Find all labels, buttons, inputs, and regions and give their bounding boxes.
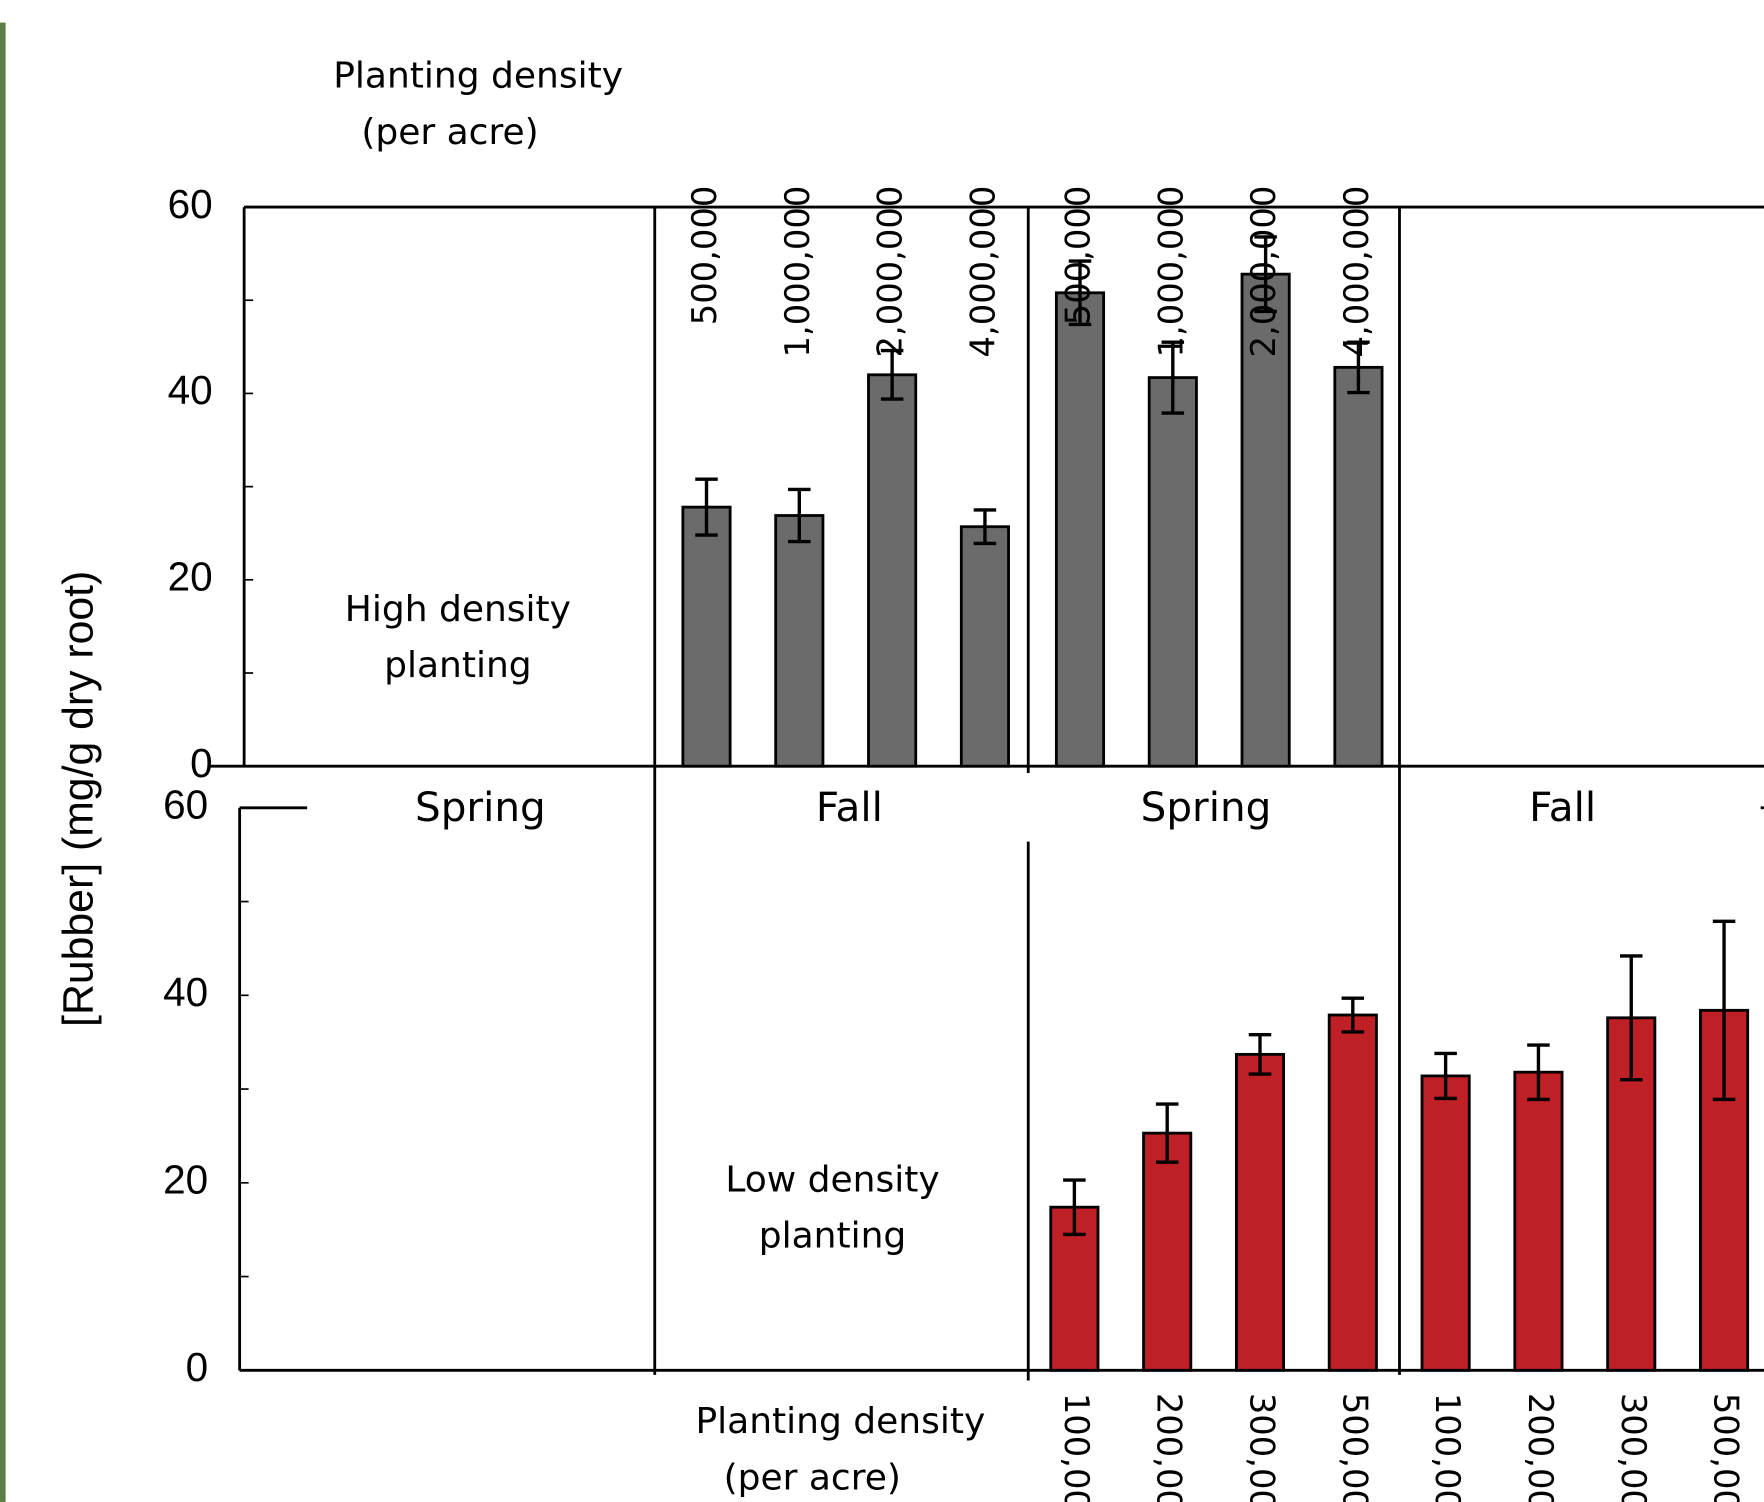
bar xyxy=(1515,1072,1562,1370)
category-label: 300,000 xyxy=(1243,1393,1282,1502)
bar xyxy=(961,527,1008,766)
y-axis-label: [Rubber] (mg/g dry root) xyxy=(54,571,102,1027)
bar xyxy=(1056,293,1103,766)
photo-strip xyxy=(0,23,6,1502)
density-label: Planting density xyxy=(333,56,623,97)
y-tick-label: 20 xyxy=(163,1157,208,1203)
y-tick-label: 40 xyxy=(168,367,213,413)
panel-label: Spring xyxy=(415,783,546,831)
y-tick-label: 20 xyxy=(168,554,213,600)
category-label: 500,000 xyxy=(685,186,724,326)
bar xyxy=(1329,1015,1376,1370)
bar xyxy=(1144,1133,1191,1370)
category-label: 500,000 xyxy=(1335,1393,1374,1502)
bar xyxy=(683,507,730,766)
category-label: 500,000 xyxy=(1059,186,1098,326)
panel-label: Spring xyxy=(1141,783,1272,831)
category-label: 300,000 xyxy=(1614,1393,1653,1502)
annotation: Low density xyxy=(725,1159,939,1200)
y-tick-label: 60 xyxy=(163,782,208,828)
category-label: 200,000 xyxy=(1150,1393,1189,1502)
bar xyxy=(1422,1076,1469,1370)
panel-label: Fall xyxy=(1529,783,1596,831)
page: [Rubber] (mg/g dry root) Spring Fall Sprin… xyxy=(0,0,1764,1502)
category-label: 500,000 xyxy=(1707,1393,1746,1502)
density-label: (per acre) xyxy=(724,1457,901,1498)
y-tick-label: 0 xyxy=(190,740,213,786)
category-label: 200,000 xyxy=(1521,1393,1560,1502)
bar xyxy=(1236,1054,1283,1370)
y-tick-label: 40 xyxy=(163,969,208,1015)
bar xyxy=(1335,367,1382,766)
category-label: 100,000 xyxy=(1057,1393,1096,1502)
bar xyxy=(776,516,823,767)
annotation: planting xyxy=(384,645,532,686)
category-label: 100,000 xyxy=(1428,1393,1467,1502)
panel-label: Fall xyxy=(816,783,883,831)
category-label: 1,000,000 xyxy=(778,186,817,358)
chart: [Rubber] (mg/g dry root) Spring Fall Sprin… xyxy=(0,0,1764,1502)
y-tick-label: 0 xyxy=(186,1344,209,1390)
bar xyxy=(1149,378,1196,767)
category-label: 4,000,000 xyxy=(963,186,1002,358)
category-label: 2,000,000 xyxy=(871,186,910,358)
y-tick-label: 60 xyxy=(168,181,213,227)
annotation: planting xyxy=(759,1216,907,1257)
density-label: Planting density xyxy=(695,1401,985,1442)
category-label: 4,000,000 xyxy=(1337,186,1376,358)
annotation: High density xyxy=(345,589,571,630)
density-label: (per acre) xyxy=(361,112,538,153)
bar xyxy=(869,375,916,766)
category-label: 1,000,000 xyxy=(1151,186,1190,358)
category-label: 2,000,000 xyxy=(1244,186,1283,358)
